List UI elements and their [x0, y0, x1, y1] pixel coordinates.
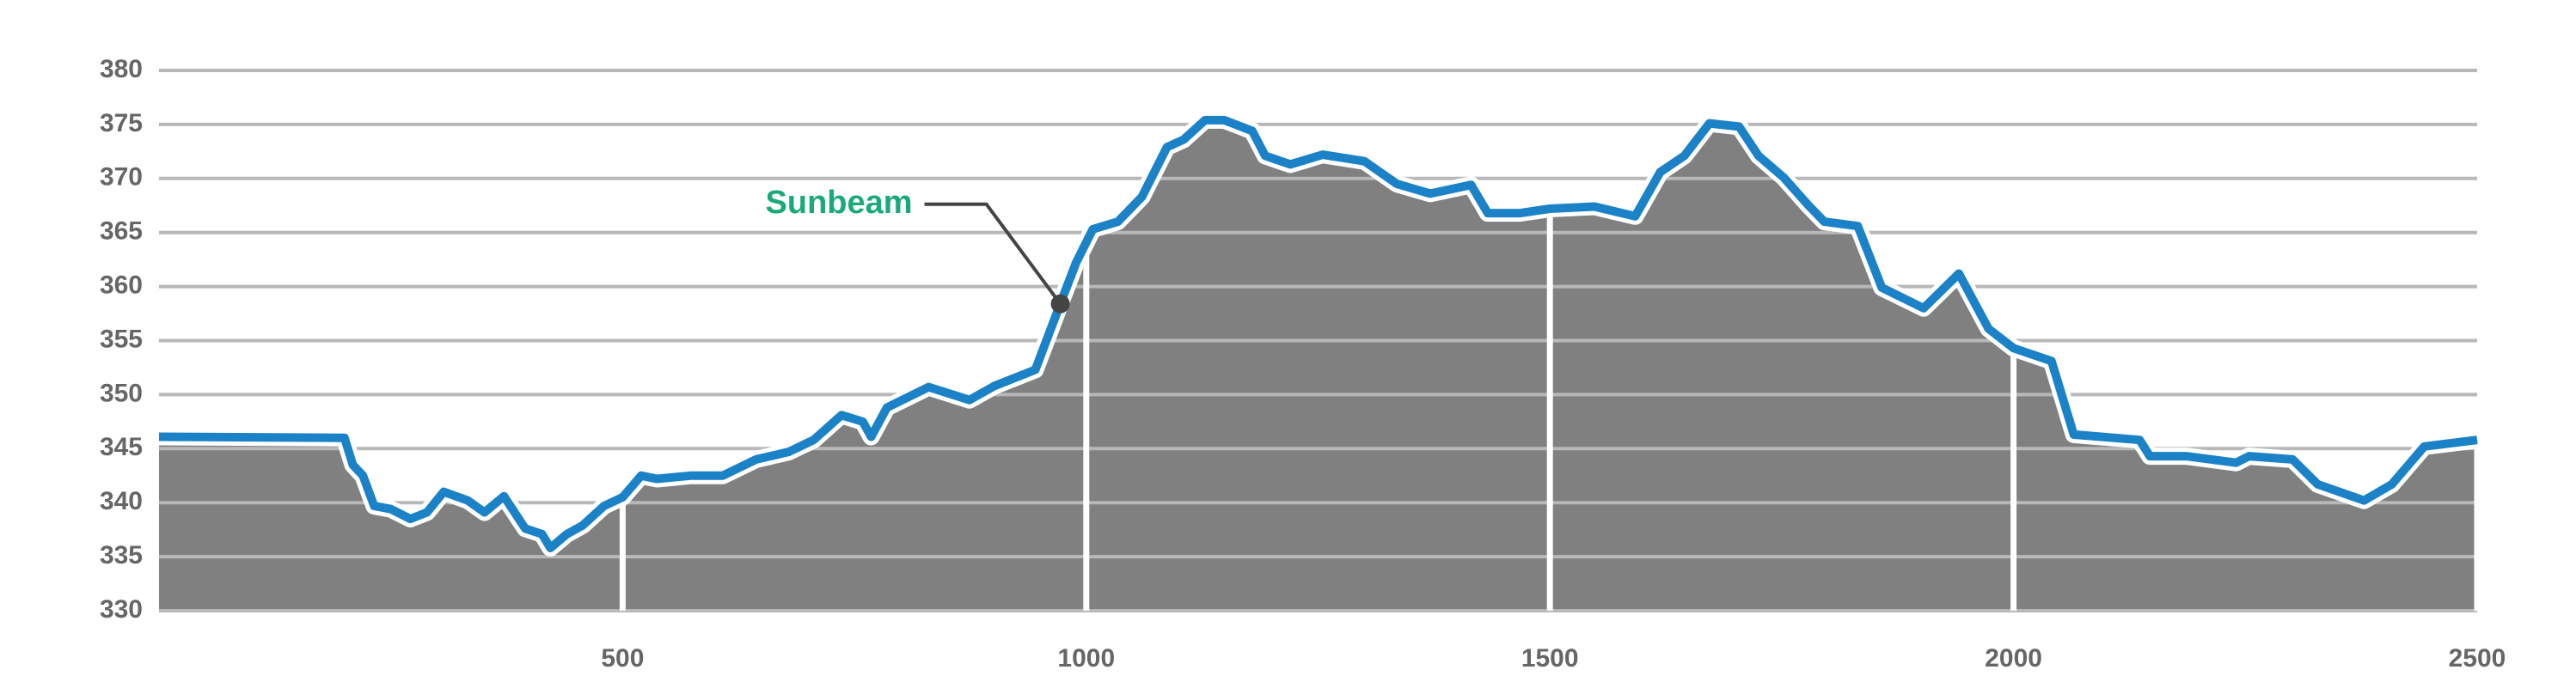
y-tick-label: 360 [100, 271, 143, 300]
annotation-label: Sunbeam [766, 185, 913, 221]
y-tick-label: 335 [100, 541, 143, 569]
x-tick-label: 2500 [2449, 644, 2506, 673]
line [158, 115, 2478, 552]
x-tick-label: 1500 [1521, 644, 1579, 673]
y-tick-label: 375 [100, 109, 143, 137]
area [159, 119, 2477, 611]
annotation-dot [1050, 294, 1070, 314]
y-tick-label: 380 [100, 55, 143, 83]
x-tick-label: 2000 [1985, 644, 2042, 673]
y-tick-label: 370 [100, 163, 143, 192]
annotation-leader [924, 202, 1062, 305]
x-tick-label: 1000 [1057, 644, 1115, 673]
y-tick-label: 355 [100, 325, 143, 353]
y-tick-label: 330 [100, 595, 143, 624]
y-tick-label: 350 [100, 379, 143, 407]
x-tick-label: 500 [601, 644, 644, 673]
y-tick-label: 340 [100, 487, 143, 515]
sky-mask [159, 0, 2477, 548]
y-tick-label: 365 [100, 217, 143, 246]
y-tick-label: 345 [100, 433, 143, 461]
